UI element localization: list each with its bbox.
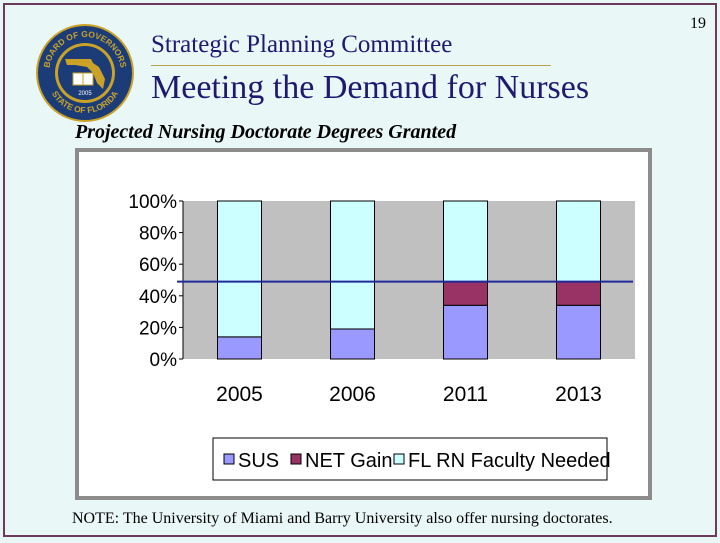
legend-label: FL RN Faculty Needed (408, 450, 611, 472)
y-tick-label: 80% (139, 224, 177, 245)
seal-year: 2005 (78, 91, 92, 97)
bar-segment-fl-rn-faculty-needed (443, 200, 488, 283)
x-tick-label: 2006 (329, 383, 376, 406)
bar-segment-fl-rn-faculty-needed (217, 200, 262, 338)
bar-segment-net-gain (556, 281, 601, 306)
stacked-bar-chart: 100% 80% 60% 40% 20% 0% 2005 2006 2011 2013 SUS NET… (128, 192, 635, 481)
title-divider (151, 65, 551, 66)
legend-label: NET Gain (305, 450, 392, 472)
legend-swatch (393, 453, 405, 465)
y-tick-label: 20% (139, 318, 177, 339)
y-tick-label: 100% (128, 192, 177, 213)
x-tick-label: 2011 (443, 383, 488, 406)
page-number: 19 (690, 15, 706, 32)
seal-logo: BOARD OF GOVERNORS STATE OF FLORIDA 2005 (36, 24, 134, 122)
chart-frame: 100% 80% 60% 40% 20% 0% 2005 2006 2011 2013 SUS NET… (75, 148, 652, 500)
y-tick-label: 0% (150, 350, 178, 371)
slide-subtitle: Strategic Planning Committee (151, 31, 453, 58)
legend (212, 437, 608, 481)
bar-segment-net-gain (443, 281, 488, 306)
chart-panel: 100% 80% 60% 40% 20% 0% 2005 2006 2011 2013 SUS NET… (79, 152, 648, 496)
chart-heading: Projected Nursing Doctorate Degrees Gran… (75, 121, 457, 143)
legend-swatch (290, 453, 302, 465)
bar-segment-sus (217, 336, 262, 360)
legend-label: SUS (238, 450, 279, 472)
slide: BOARD OF GOVERNORS STATE OF FLORIDA 2005… (3, 3, 717, 537)
slide-title: Meeting the Demand for Nurses (151, 69, 590, 106)
footnote: NOTE: The University of Miami and Barry … (72, 510, 613, 527)
y-tick-label: 40% (139, 287, 177, 308)
bar-segment-sus (443, 304, 488, 360)
legend-swatch (223, 453, 235, 465)
x-tick-label: 2013 (555, 383, 602, 406)
bar-segment-fl-rn-faculty-needed (556, 200, 601, 283)
bar-segment-sus (330, 328, 375, 360)
x-tick-label: 2005 (216, 383, 263, 406)
bar-segment-fl-rn-faculty-needed (330, 200, 375, 330)
bar-segment-sus (556, 304, 601, 360)
y-tick-label: 60% (139, 255, 177, 276)
